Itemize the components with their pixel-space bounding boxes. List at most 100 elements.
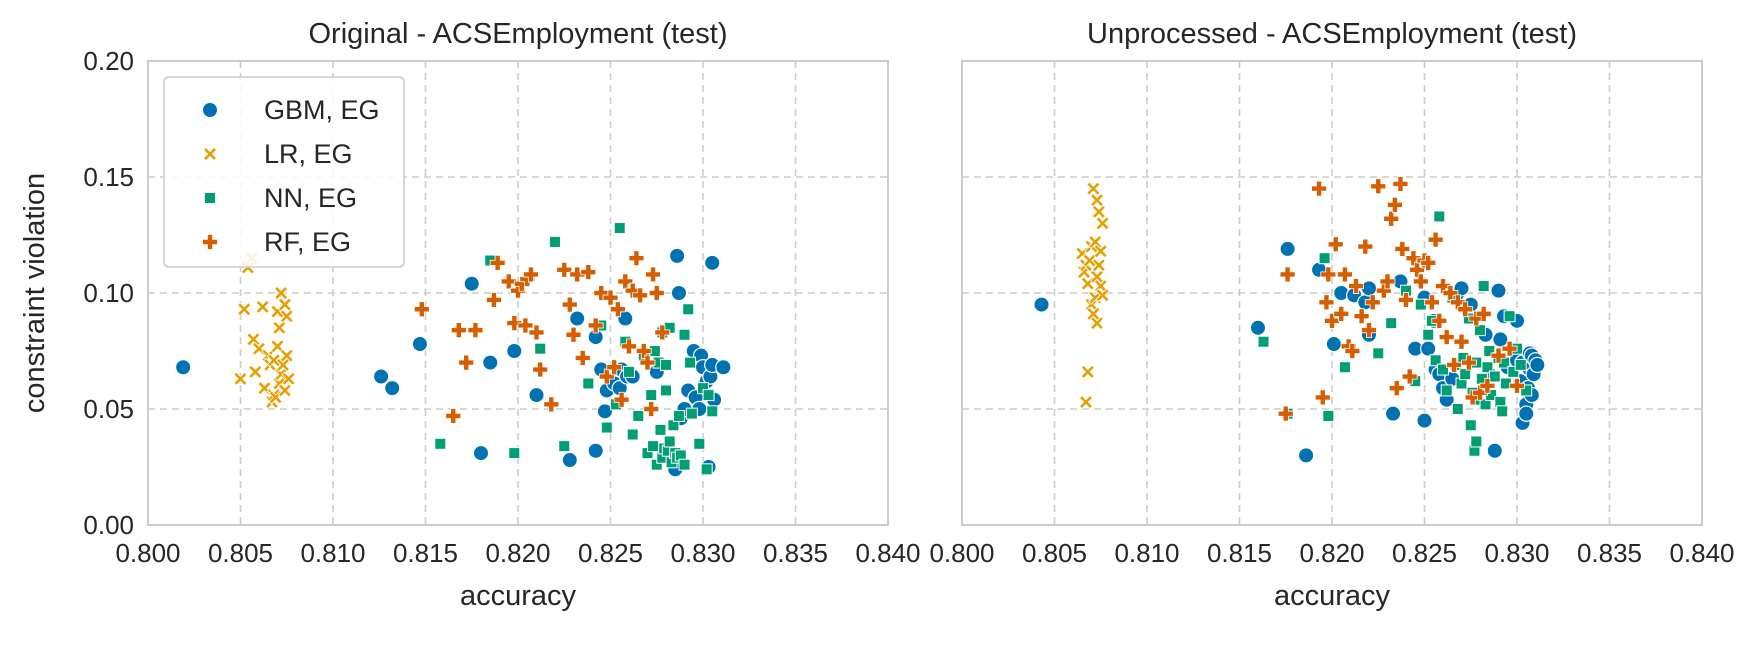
y-axis-label: constraint violation xyxy=(19,173,51,413)
data-point xyxy=(1078,394,1094,410)
data-point xyxy=(1401,368,1418,385)
data-point xyxy=(1420,254,1437,271)
data-point xyxy=(1483,345,1496,357)
x-tick-label: 0.815 xyxy=(1207,538,1272,568)
data-point xyxy=(1392,176,1409,192)
data-point xyxy=(279,348,294,363)
data-point xyxy=(411,335,429,353)
data-point xyxy=(1520,384,1533,397)
data-point xyxy=(1372,347,1385,360)
data-point xyxy=(1507,365,1520,378)
data-point xyxy=(1325,335,1343,353)
y-tick-label: 0.15 xyxy=(83,162,134,192)
data-point xyxy=(1337,266,1353,283)
x-tick-label: 0.810 xyxy=(300,538,365,568)
data-point xyxy=(1338,361,1351,374)
data-point xyxy=(654,324,671,341)
data-point xyxy=(450,322,467,339)
data-point xyxy=(565,326,582,343)
data-point xyxy=(587,317,604,334)
data-point xyxy=(486,292,502,308)
plot-frame xyxy=(147,60,889,526)
data-point xyxy=(598,368,615,385)
data-point xyxy=(670,284,688,302)
series-lr-eg xyxy=(1075,181,1110,410)
x-axis-label: accuracy xyxy=(1274,580,1391,612)
data-point xyxy=(678,328,691,341)
data-point xyxy=(715,359,732,376)
data-point xyxy=(1490,282,1507,299)
data-point xyxy=(1318,252,1331,265)
data-point xyxy=(1427,231,1444,248)
legend-label: NN, EG xyxy=(264,183,357,213)
data-point xyxy=(1446,357,1462,373)
x-tick-label: 0.825 xyxy=(1392,538,1457,568)
data-point xyxy=(1422,328,1435,341)
data-point xyxy=(523,266,539,283)
legend-label: LR, EG xyxy=(264,139,353,169)
data-point xyxy=(648,285,665,301)
data-point xyxy=(685,407,698,420)
data-point xyxy=(561,451,579,469)
data-point xyxy=(1424,294,1440,311)
data-point xyxy=(643,401,660,417)
data-point xyxy=(506,342,523,360)
x-tick-label: 0.830 xyxy=(670,538,735,568)
data-point xyxy=(1324,312,1340,329)
data-point xyxy=(1464,419,1477,432)
data-point xyxy=(613,222,626,235)
data-point xyxy=(1433,210,1446,223)
data-point xyxy=(1091,204,1106,219)
legend-marker xyxy=(202,146,218,162)
data-point xyxy=(660,358,672,371)
data-point xyxy=(1279,266,1296,283)
data-point xyxy=(528,386,545,404)
data-point xyxy=(580,264,597,281)
data-point xyxy=(678,458,691,471)
data-point xyxy=(602,289,619,306)
chart-title: Original - ACSEmployment (test) xyxy=(308,18,727,50)
data-point xyxy=(1470,435,1483,448)
x-tick-label: 0.815 xyxy=(393,538,458,568)
data-point xyxy=(1503,310,1516,323)
legend-marker xyxy=(201,101,219,119)
data-point xyxy=(1518,405,1535,422)
data-point xyxy=(1318,294,1335,311)
data-point xyxy=(1314,389,1331,406)
data-point xyxy=(1357,238,1374,255)
data-point xyxy=(1384,405,1402,422)
data-point xyxy=(1320,266,1337,283)
data-point xyxy=(1249,319,1267,336)
plot-frame xyxy=(961,60,1703,526)
data-point xyxy=(1277,405,1294,422)
series-rf-eg xyxy=(1277,176,1525,422)
data-point xyxy=(274,285,289,301)
data-point xyxy=(574,350,591,366)
data-point xyxy=(1472,384,1488,401)
data-point xyxy=(645,389,658,402)
legend-marker xyxy=(204,192,216,204)
data-point xyxy=(413,301,430,318)
data-point xyxy=(467,322,484,339)
data-point xyxy=(1431,312,1448,329)
data-point xyxy=(1388,380,1405,397)
data-point xyxy=(1279,240,1296,258)
data-point xyxy=(277,297,292,312)
data-point xyxy=(1353,308,1370,325)
data-point xyxy=(623,365,635,378)
data-point xyxy=(506,315,523,332)
data-point xyxy=(1379,273,1396,290)
data-point xyxy=(1419,340,1437,357)
data-point xyxy=(434,437,447,450)
data-point xyxy=(1089,193,1105,208)
data-point xyxy=(702,389,715,402)
data-point xyxy=(682,303,695,316)
data-point xyxy=(569,266,586,283)
data-point xyxy=(606,359,623,376)
data-point xyxy=(1474,324,1486,337)
data-point xyxy=(482,354,499,371)
data-point xyxy=(279,309,294,324)
x-tick-label: 0.840 xyxy=(1669,538,1734,568)
